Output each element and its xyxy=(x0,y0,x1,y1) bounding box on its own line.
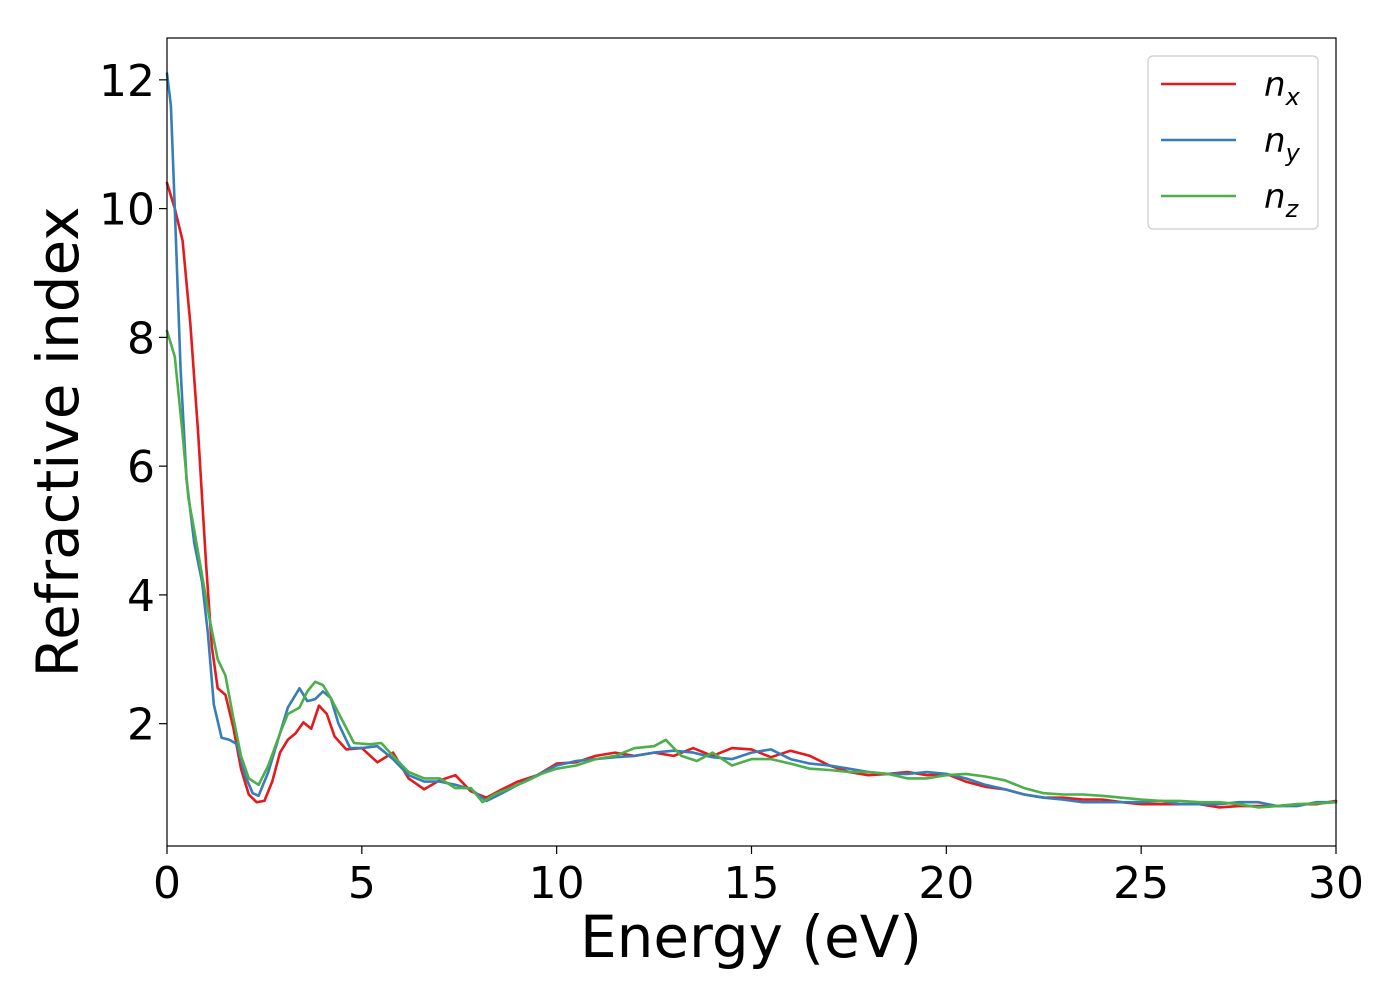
plot-area xyxy=(167,38,1336,846)
series-line-x xyxy=(165,181,1338,809)
legend-label-z: nz xyxy=(1264,177,1300,223)
x-tick-label: 10 xyxy=(529,858,585,909)
series-layer xyxy=(165,72,1338,809)
y-tick-label: 2 xyxy=(127,700,155,751)
legend-label-x: nx xyxy=(1264,65,1301,111)
x-tick-label: 15 xyxy=(724,858,780,909)
x-tick-label: 0 xyxy=(153,858,181,909)
x-axis-label: Energy (eV) xyxy=(580,903,922,971)
x-tick-label: 25 xyxy=(1113,858,1169,909)
y-tick-label: 4 xyxy=(127,571,155,622)
x-tick-label: 30 xyxy=(1308,858,1364,909)
legend-label-y: ny xyxy=(1264,121,1301,167)
tick-layer: 0 5 10 15 20 25 30 2 4 6 8 10 12 xyxy=(99,56,1364,909)
y-tick-label: 8 xyxy=(127,313,155,364)
legend: nx ny nz xyxy=(1147,55,1319,230)
y-tick-label: 6 xyxy=(127,442,155,493)
x-tick-label: 5 xyxy=(348,858,376,909)
x-tick-label: 20 xyxy=(918,858,974,909)
legend-frame xyxy=(1147,55,1319,230)
plot-frame xyxy=(166,37,1337,847)
y-tick-label: 10 xyxy=(99,185,155,236)
series-line-y xyxy=(165,72,1338,808)
series-line-z xyxy=(165,329,1338,809)
y-axis-label: Refractive index xyxy=(24,206,92,677)
y-tick-label: 12 xyxy=(99,56,155,107)
